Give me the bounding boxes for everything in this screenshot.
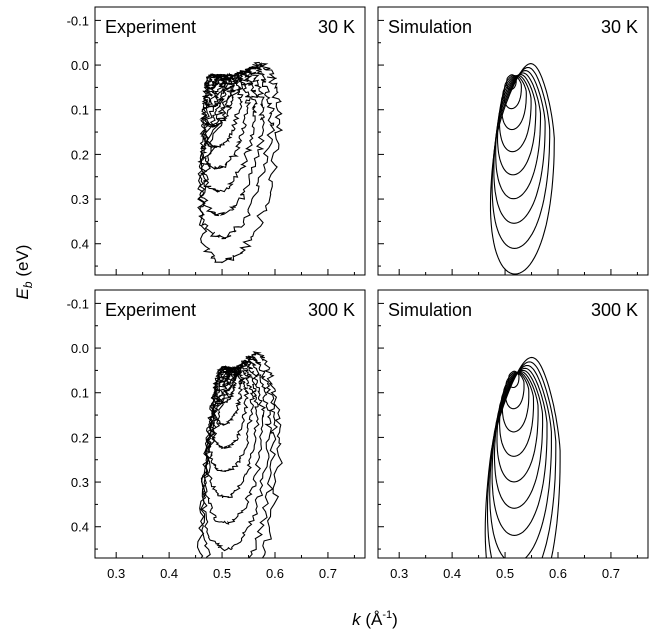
x-axis-unit-exponent: -1 bbox=[382, 609, 392, 621]
contour-level-9 bbox=[486, 361, 557, 558]
contour-group bbox=[484, 356, 561, 558]
y-tick-label: 0.3 bbox=[71, 192, 89, 207]
contour-group bbox=[197, 61, 284, 264]
y-tick-label: 0.2 bbox=[71, 430, 89, 445]
contour-level-8 bbox=[200, 359, 273, 552]
y-tick-label: 0.1 bbox=[71, 386, 89, 401]
y-tick-label: 0.2 bbox=[71, 147, 89, 162]
x-tick-label: 0.7 bbox=[602, 566, 620, 581]
contour-level-8 bbox=[491, 66, 551, 249]
contour-level-5 bbox=[206, 366, 256, 472]
x-tick-label: 0.5 bbox=[496, 566, 514, 581]
x-tick-label: 0.5 bbox=[213, 566, 231, 581]
y-tick-label: 0.4 bbox=[71, 237, 89, 252]
y-tick-label: 0.0 bbox=[71, 341, 89, 356]
y-tick-label: 0.4 bbox=[71, 520, 89, 535]
x-tick-label: 0.7 bbox=[319, 566, 337, 581]
contour-level-4 bbox=[209, 366, 250, 450]
contour-level-7 bbox=[493, 70, 546, 224]
x-axis-title: k (Å-1) bbox=[352, 609, 398, 629]
y-axis-subscript: b bbox=[21, 281, 35, 288]
panel-title: Simulation bbox=[388, 17, 472, 37]
y-tick-label: -0.1 bbox=[67, 13, 89, 28]
contour-level-9 bbox=[197, 61, 284, 264]
x-tick-label: 0.3 bbox=[107, 566, 125, 581]
contour-level-6 bbox=[493, 369, 544, 509]
contour-level-6 bbox=[197, 70, 259, 193]
contour-level-5 bbox=[496, 371, 539, 483]
x-axis-unit-prefix: (Å bbox=[361, 610, 383, 629]
x-axis-unit-suffix: ) bbox=[392, 610, 398, 629]
y-axis-unit: (eV) bbox=[13, 245, 32, 282]
contour-level-2 bbox=[504, 371, 525, 410]
y-tick-label: 0.0 bbox=[71, 58, 89, 73]
panel-title: Simulation bbox=[388, 300, 472, 320]
contour-level-5 bbox=[496, 73, 537, 176]
contour-level-3 bbox=[501, 75, 527, 131]
y-tick-label: 0.1 bbox=[71, 103, 89, 118]
contour-level-4 bbox=[499, 371, 535, 457]
y-tick-label: -0.1 bbox=[67, 296, 89, 311]
x-axis-symbol: k bbox=[352, 610, 362, 629]
contour-level-7 bbox=[197, 68, 266, 217]
panel-experiment-30k: -0.1 0.0 0.1 0.2 0.3 0.4 Experiment 30 K bbox=[67, 6, 366, 276]
x-tick-label: 0.6 bbox=[266, 566, 284, 581]
panel-temperature: 300 K bbox=[591, 300, 638, 320]
panel-temperature: 30 K bbox=[318, 17, 355, 37]
panel-title: Experiment bbox=[105, 300, 196, 320]
contour-group bbox=[489, 63, 555, 275]
y-axis-symbol: E bbox=[13, 287, 32, 299]
panel-title: Experiment bbox=[105, 17, 196, 37]
contour-level-3 bbox=[501, 371, 530, 433]
contour-level-4 bbox=[498, 74, 532, 153]
panel-frame bbox=[94, 6, 366, 276]
contour-level-8 bbox=[197, 66, 276, 240]
contour-level-10 bbox=[196, 351, 283, 558]
panel-frame bbox=[94, 289, 366, 559]
contour-level-10 bbox=[484, 356, 561, 558]
panel-simulation-300k: 0.3 0.4 0.5 0.6 0.7 Simulation 300 K bbox=[377, 289, 649, 581]
x-tick-label: 0.4 bbox=[443, 566, 461, 581]
y-tick-label: 0.3 bbox=[71, 475, 89, 490]
x-tick-label: 0.4 bbox=[160, 566, 178, 581]
panel-frame bbox=[377, 289, 649, 559]
panel-experiment-300k: 0.3 0.4 0.5 0.6 0.7 -0.1 0.0 0.1 0.2 0.3 0.4 Experi… bbox=[67, 289, 366, 581]
contour-group bbox=[196, 351, 283, 558]
contour-level-6 bbox=[495, 72, 542, 200]
contour-level-9 bbox=[489, 63, 555, 275]
contour-level-9 bbox=[199, 355, 279, 558]
y-axis-title: Eb (eV) bbox=[13, 245, 35, 300]
x-tick-label: 0.3 bbox=[390, 566, 408, 581]
x-tick-label: 0.6 bbox=[549, 566, 567, 581]
panel-temperature: 30 K bbox=[601, 17, 638, 37]
panel-simulation-30k: Simulation 30 K bbox=[377, 6, 649, 276]
contour-level-7 bbox=[491, 367, 548, 536]
panel-frame bbox=[377, 6, 649, 276]
panel-temperature: 300 K bbox=[308, 300, 355, 320]
